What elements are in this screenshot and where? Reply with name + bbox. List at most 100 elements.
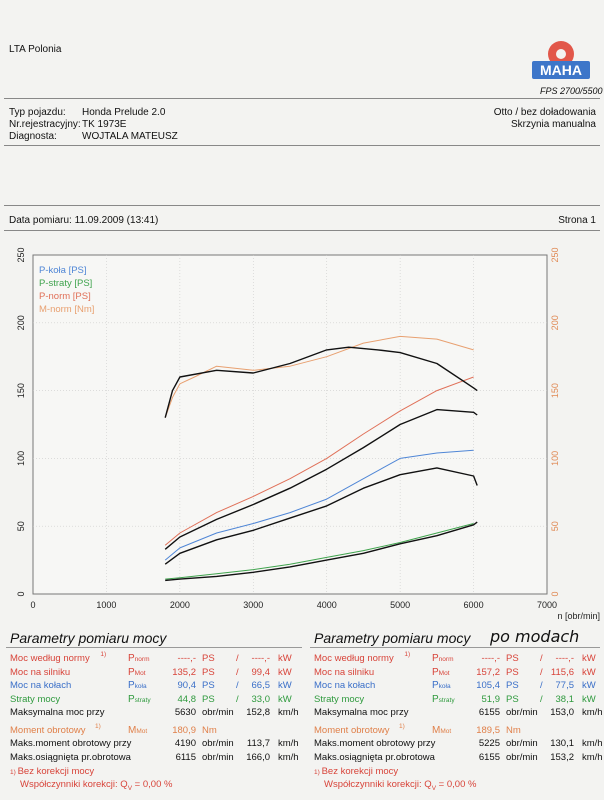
- param-value-2: 77,5: [544, 680, 574, 691]
- correction-value: = 0,00 %: [436, 779, 476, 790]
- params-title: Parametry pomiaru mocy: [10, 630, 166, 646]
- param-value-2: 152,8: [240, 707, 270, 718]
- param-symbol: Pnorm: [432, 653, 453, 664]
- param-slash: /: [236, 694, 239, 705]
- param-unit-2: km/h: [278, 752, 299, 763]
- footnote-1: 1) Bez korekcji mocy: [314, 766, 398, 777]
- vehicle-type: Honda Prelude 2.0: [82, 107, 165, 118]
- y-tick-label-left: 200: [16, 315, 26, 330]
- param-unit-2: km/h: [582, 707, 603, 718]
- divider: [4, 145, 600, 146]
- param-unit-2: kW: [278, 694, 292, 705]
- param-unit-2: kW: [278, 653, 292, 664]
- param-label: Maks.moment obrotowy przy: [10, 738, 131, 749]
- correction-factor: Współczynniki korekcji: QV = 0,00 %: [324, 779, 476, 790]
- param-symbol: Pkoła: [432, 680, 451, 691]
- param-unit-1: Nm: [202, 725, 217, 736]
- param-value-1: 51,9: [464, 694, 500, 705]
- param-symbol-sub: straty: [439, 697, 455, 704]
- y-tick-label-right: 0: [550, 591, 560, 596]
- param-value-2: 99,4: [240, 667, 270, 678]
- y-tick-label-left: 150: [16, 383, 26, 398]
- param-unit-1: obr/min: [506, 752, 538, 763]
- param-value-1: 5225: [464, 738, 500, 749]
- divider: [4, 230, 600, 231]
- param-label: Straty mocy: [10, 694, 60, 705]
- y-tick-label-right: 150: [550, 383, 560, 398]
- param-label: Moment obrotowy: [314, 725, 390, 736]
- param-slash: /: [540, 694, 543, 705]
- param-slash: /: [236, 680, 239, 691]
- param-symbol-sub: norm: [439, 656, 454, 663]
- x-tick-label: 5000: [390, 600, 410, 610]
- param-row: Moc na kołach Pkoła 90,4 PS/66,5 kW: [10, 680, 300, 692]
- y-tick-label-right: 250: [550, 247, 560, 262]
- param-unit-1: PS: [506, 653, 519, 664]
- param-row: Moment obrotowy 1) MMot 189,5 Nm: [314, 725, 604, 737]
- gearbox-type: Skrzynia manualna: [511, 119, 596, 130]
- params-divider: [310, 647, 600, 648]
- params-divider: [6, 647, 302, 648]
- param-row: Maksymalna moc przy 5630 obr/min 152,8 km/h: [10, 707, 300, 719]
- param-footnote-mark: 1): [95, 723, 101, 730]
- param-unit-2: kW: [582, 667, 596, 678]
- y-tick-label-left: 50: [16, 521, 26, 531]
- param-label: Moment obrotowy: [10, 725, 86, 736]
- x-tick-label: 3000: [243, 600, 263, 610]
- param-symbol: MMot: [432, 725, 451, 736]
- correction-factor: Współczynniki korekcji: QV = 0,00 %: [20, 779, 172, 790]
- param-unit-1: obr/min: [506, 707, 538, 718]
- legend-entry: P-koła [PS]: [39, 265, 87, 276]
- param-slash: /: [540, 667, 543, 678]
- param-unit-1: obr/min: [506, 738, 538, 749]
- param-value-1: 6155: [464, 707, 500, 718]
- param-row: Moc według normy 1) Pnorm ----,- PS / ----,- kW: [10, 653, 300, 665]
- measurement-date: Data pomiaru: 11.09.2009 (13:41): [9, 215, 158, 226]
- param-row: Maks.moment obrotowy przy 5225 obr/min 130,…: [314, 738, 604, 750]
- correction-sub: V: [432, 785, 436, 792]
- param-value-2: 130,1: [544, 738, 574, 749]
- y-tick-label-left: 0: [16, 591, 26, 596]
- y-tick-label-right: 200: [550, 315, 560, 330]
- param-symbol-sub: Mot: [136, 728, 147, 735]
- param-row: Moc na silniku PMot 157,2 PS/115,6 kW: [314, 667, 604, 679]
- y-tick-label-left: 250: [16, 247, 26, 262]
- diag-name: WOJTALA MATEUSZ: [82, 131, 178, 142]
- param-symbol-sub: straty: [135, 697, 151, 704]
- legend-entry: P-norm [PS]: [39, 291, 91, 302]
- param-value-2: ----,-: [240, 653, 270, 664]
- param-slash: /: [540, 653, 543, 664]
- param-value-2: 166,0: [240, 752, 270, 763]
- legend-entry: M-norm [Nm]: [39, 304, 94, 315]
- correction-value: = 0,00 %: [132, 779, 172, 790]
- diag-label: Diagnosta:: [9, 131, 57, 142]
- param-row: Straty mocy Pstraty 44,8 PS / 33,0 kW: [10, 694, 300, 706]
- param-unit-1: PS: [202, 653, 215, 664]
- param-slash: /: [236, 653, 239, 664]
- param-footnote-mark: 1): [404, 651, 410, 658]
- param-unit-1: PS: [506, 667, 519, 678]
- param-row: Moc na kołach Pkoła 105,4 PS/77,5 kW: [314, 680, 604, 692]
- param-unit-1: obr/min: [202, 707, 234, 718]
- x-axis-label: n [obr/min]: [557, 611, 600, 621]
- params-left-panel: Parametry pomiaru mocy Moc według normy 1)…: [6, 629, 302, 797]
- param-label: Maksymalna moc przy: [314, 707, 409, 718]
- param-label: Maks.moment obrotowy przy: [314, 738, 435, 749]
- param-row: Moc według normy 1) Pnorm ----,- PS / ----,- kW: [314, 653, 604, 665]
- param-slash: /: [540, 680, 543, 691]
- param-unit-1: obr/min: [202, 752, 234, 763]
- param-symbol-sub: Mot: [135, 670, 146, 677]
- param-value-2: 153,0: [544, 707, 574, 718]
- x-tick-label: 4000: [317, 600, 337, 610]
- param-symbol: Pnorm: [128, 653, 149, 664]
- param-value-2: 153,2: [544, 752, 574, 763]
- param-row: Moment obrotowy 1) MMot 180,9 Nm: [10, 725, 300, 737]
- param-value-1: 189,5: [464, 725, 500, 736]
- param-value-1: 6115: [160, 752, 196, 763]
- param-value-2: 33,0: [240, 694, 270, 705]
- param-unit-1: PS: [506, 680, 519, 691]
- y-tick-label-right: 100: [550, 451, 560, 466]
- x-tick-label: 1000: [96, 600, 116, 610]
- param-row: Maks.moment obrotowy przy 4190 obr/min 113,…: [10, 738, 300, 750]
- param-label: Moc według normy: [314, 653, 394, 664]
